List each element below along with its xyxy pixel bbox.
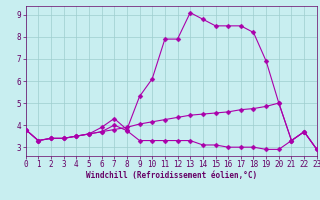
X-axis label: Windchill (Refroidissement éolien,°C): Windchill (Refroidissement éolien,°C) [86,171,257,180]
